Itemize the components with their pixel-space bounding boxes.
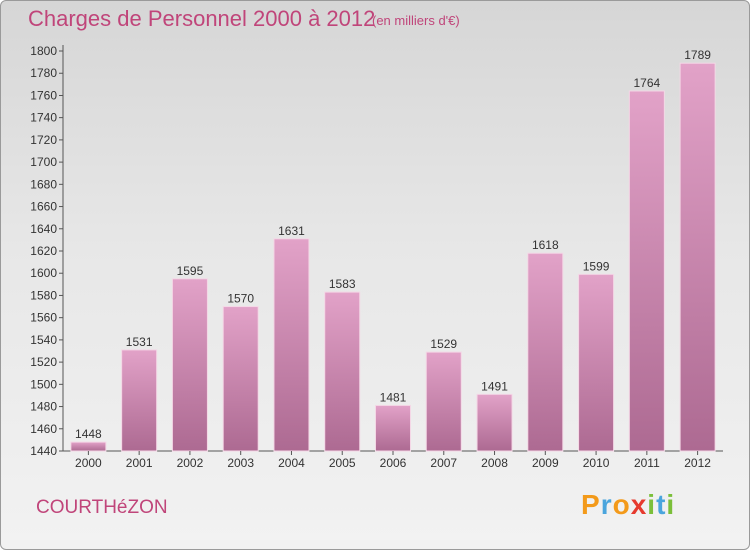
- bar: [527, 252, 564, 452]
- y-tick-label: 1560: [30, 311, 57, 325]
- y-tick-label: 1760: [30, 88, 57, 102]
- bar-value-label: 1599: [583, 259, 610, 273]
- bar-value-label: 1570: [227, 292, 254, 306]
- proxiti-logo: Proxiti: [581, 489, 676, 520]
- bar: [273, 238, 310, 452]
- bar: [70, 441, 107, 452]
- bar-value-label: 1529: [430, 337, 457, 351]
- x-tick-label: 2010: [583, 456, 610, 470]
- bar-value-label: 1764: [633, 76, 660, 90]
- bar: [578, 273, 615, 452]
- y-tick-label: 1480: [30, 400, 57, 414]
- y-tick-label: 1500: [30, 377, 57, 391]
- bar: [425, 351, 462, 452]
- bar-value-label: 1631: [278, 224, 305, 238]
- x-tick-label: 2009: [532, 456, 559, 470]
- x-tick-label: 2011: [634, 456, 660, 470]
- x-tick-label: 2000: [75, 456, 102, 470]
- y-tick-label: 1700: [30, 155, 57, 169]
- x-tick-label: 2007: [430, 456, 457, 470]
- x-tick-label: 2006: [380, 456, 407, 470]
- x-tick-label: 2012: [684, 456, 711, 470]
- bar-value-label: 1595: [177, 264, 204, 278]
- bar: [476, 393, 513, 452]
- y-tick-label: 1600: [30, 266, 57, 280]
- bar: [222, 306, 259, 452]
- x-tick-label: 2005: [329, 456, 356, 470]
- commune-name: COURTHéZON: [36, 497, 168, 518]
- y-tick-label: 1540: [30, 333, 57, 347]
- y-tick-label: 1440: [30, 444, 57, 458]
- y-tick-label: 1660: [30, 200, 57, 214]
- bar-value-label: 1448: [75, 427, 102, 441]
- bar: [679, 62, 716, 452]
- bar-value-label: 1491: [481, 379, 508, 393]
- bar: [628, 90, 665, 452]
- y-tick-label: 1580: [30, 288, 57, 302]
- x-tick-label: 2008: [481, 456, 508, 470]
- y-tick-label: 1640: [30, 222, 57, 236]
- chart-title: Charges de Personnel 2000 à 2012: [28, 6, 376, 31]
- y-tick-label: 1720: [30, 133, 57, 147]
- y-tick-label: 1780: [30, 66, 57, 80]
- chart-subtitle: (en milliers d'€): [372, 13, 460, 28]
- bar-value-label: 1583: [329, 277, 356, 291]
- x-tick-label: 2003: [227, 456, 254, 470]
- y-tick-label: 1740: [30, 111, 57, 125]
- y-tick-label: 1680: [30, 177, 57, 191]
- bar: [121, 349, 158, 452]
- bar: [171, 278, 208, 452]
- y-tick-label: 1800: [30, 44, 57, 58]
- bar-value-label: 1531: [126, 335, 153, 349]
- y-tick-label: 1620: [30, 244, 57, 258]
- y-tick-label: 1460: [30, 422, 57, 436]
- bar-value-label: 1618: [532, 238, 559, 252]
- bar: [324, 291, 361, 452]
- x-tick-label: 2004: [278, 456, 305, 470]
- bar-value-label: 1481: [380, 390, 407, 404]
- bar-value-label: 1789: [684, 48, 711, 62]
- bar: [375, 404, 411, 452]
- x-tick-label: 2002: [177, 456, 204, 470]
- y-tick-label: 1520: [30, 355, 57, 369]
- x-tick-label: 2001: [126, 456, 153, 470]
